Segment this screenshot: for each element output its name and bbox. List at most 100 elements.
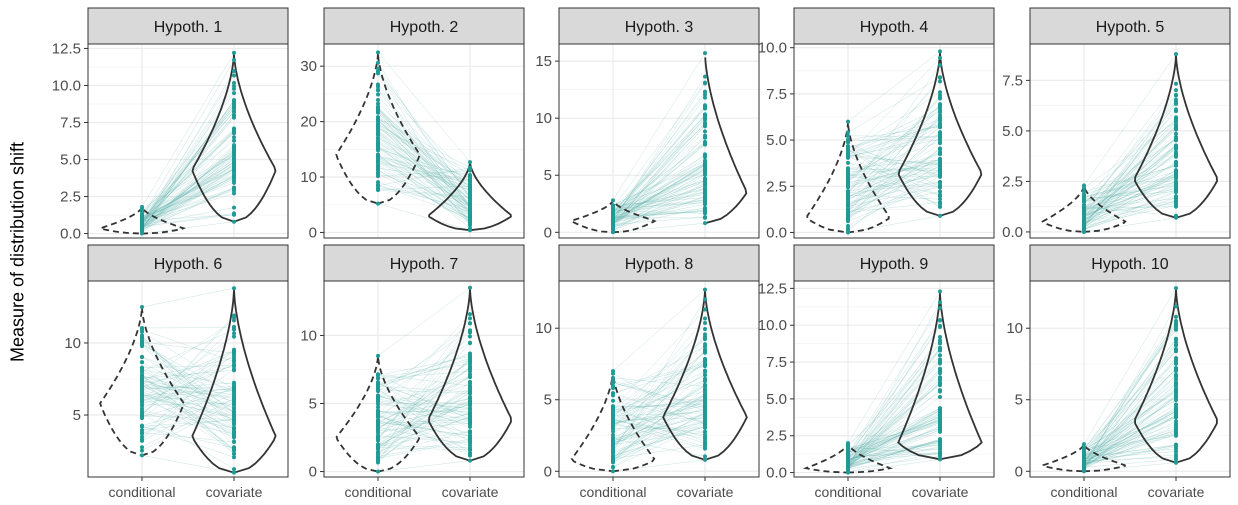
pair-line <box>1083 411 1177 461</box>
pair-line <box>1083 411 1177 466</box>
pair-line <box>141 131 235 218</box>
pair-line <box>141 375 235 455</box>
point-covariate <box>938 353 942 358</box>
pair-line <box>1083 187 1177 223</box>
point-conditional <box>1082 445 1086 450</box>
pair-line <box>612 106 706 221</box>
pair-line <box>1083 417 1177 463</box>
pair-line <box>612 399 706 411</box>
facet-title: Hypoth. 10 <box>1091 256 1168 273</box>
y-tick-label: 12.5 <box>758 280 787 297</box>
point-covariate <box>1174 460 1178 465</box>
pair-line <box>847 363 941 456</box>
pair-line <box>377 363 471 378</box>
point-conditional <box>376 160 380 165</box>
point-conditional <box>376 389 380 394</box>
point-conditional <box>376 152 380 157</box>
pair-line <box>847 134 941 158</box>
pair-line <box>847 145 941 178</box>
point-covariate <box>703 121 707 126</box>
pair-line <box>612 444 706 459</box>
pair-line <box>847 132 941 216</box>
point-covariate <box>232 313 236 318</box>
pair-line <box>847 384 941 455</box>
pair-line <box>847 409 941 462</box>
point-covariate <box>468 387 472 392</box>
point-covariate <box>938 346 942 351</box>
y-tick-label: 0 <box>544 463 552 480</box>
point-covariate <box>232 109 236 114</box>
point-conditional <box>611 464 615 469</box>
pair-line <box>377 414 471 456</box>
pair-line <box>1083 379 1177 466</box>
point-covariate <box>703 316 707 321</box>
point-covariate <box>703 397 707 402</box>
pair-line <box>612 422 706 449</box>
pair-line <box>141 387 235 401</box>
pair-line <box>1083 448 1177 457</box>
pair-line <box>612 197 706 206</box>
point-conditional <box>611 398 615 403</box>
pair-line <box>141 425 235 458</box>
panel-4: 0.0 2.5 5.0 7.5 10.0 Hypoth. 4 <box>758 7 995 241</box>
point-conditional <box>1082 227 1086 232</box>
pair-line <box>612 382 706 411</box>
pair-line <box>141 175 235 231</box>
facet-title: Hypoth. 5 <box>1096 19 1165 36</box>
pair-line <box>141 341 235 413</box>
pair-line <box>1083 145 1177 222</box>
pair-line <box>377 389 471 394</box>
pair-line <box>612 361 706 447</box>
point-covariate <box>468 438 472 443</box>
pair-line <box>612 164 706 215</box>
point-covariate <box>468 458 472 463</box>
pair-line <box>847 173 941 197</box>
pair-line <box>377 84 471 179</box>
point-covariate <box>703 332 707 337</box>
paired-lines <box>141 52 235 234</box>
pair-line <box>847 415 941 460</box>
pair-line <box>847 120 941 180</box>
point-covariate <box>1174 119 1178 124</box>
point-covariate <box>468 285 472 290</box>
pair-line <box>141 111 235 221</box>
pair-line <box>141 168 235 218</box>
point-covariate <box>703 350 707 355</box>
point-covariate <box>1174 443 1178 448</box>
point-covariate <box>232 448 236 453</box>
point-conditional <box>1082 467 1086 472</box>
pair-line <box>141 165 235 221</box>
pair-line <box>1083 404 1177 460</box>
pair-line <box>141 164 235 220</box>
pair-line <box>377 366 471 460</box>
point-conditional <box>376 405 380 410</box>
point-covariate <box>232 388 236 393</box>
point-covariate <box>938 161 942 166</box>
pair-line <box>1083 351 1177 457</box>
point-covariate <box>703 92 707 97</box>
pair-line <box>1083 415 1177 466</box>
point-conditional <box>846 189 850 194</box>
point-conditional <box>140 400 144 405</box>
pair-line <box>612 289 706 372</box>
point-covariate <box>703 364 707 369</box>
pair-line <box>847 155 941 208</box>
pair-line <box>612 163 706 224</box>
pair-line <box>377 431 471 446</box>
pair-line <box>377 162 471 181</box>
point-covariate <box>703 307 707 312</box>
pair-line <box>141 329 235 372</box>
pair-line <box>1083 136 1177 223</box>
pair-line <box>847 389 941 467</box>
pair-line <box>141 398 235 438</box>
point-covariate <box>232 172 236 177</box>
point-covariate <box>938 366 942 371</box>
pair-line <box>612 180 706 222</box>
pair-line <box>141 152 235 209</box>
pair-line <box>1083 363 1177 469</box>
pair-line <box>377 416 471 440</box>
pair-line <box>377 172 471 206</box>
pair-line <box>1083 430 1177 456</box>
pair-line <box>377 404 471 427</box>
pair-line <box>141 214 235 228</box>
